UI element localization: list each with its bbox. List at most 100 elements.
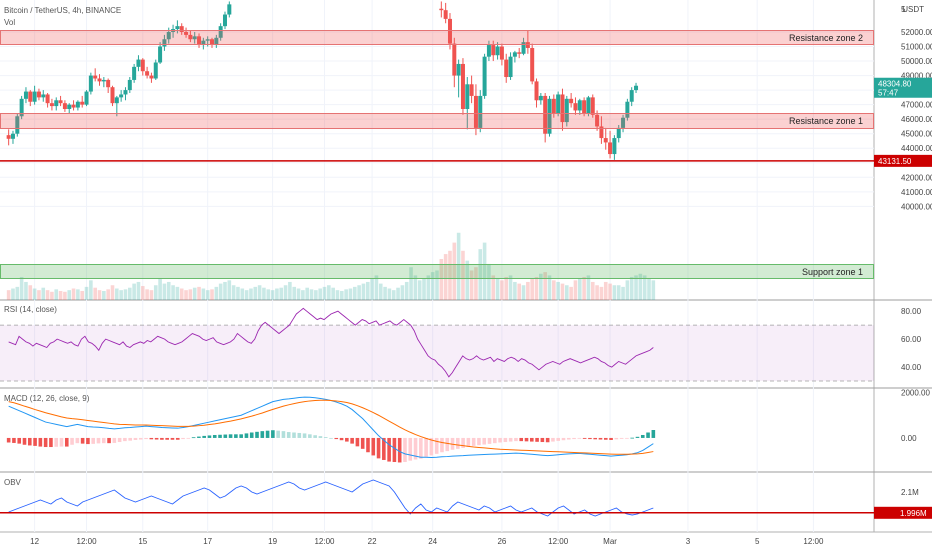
volume-bar [110,285,115,300]
macd-histogram-bar [212,434,217,438]
candle-body [88,75,93,92]
macd-histogram-bar [424,437,428,457]
volume-bar [80,290,85,300]
volume-bar [456,232,461,300]
resistance-zone-2[interactable]: Resistance zone 2 [0,30,874,45]
macd-histogram-bar [593,437,598,440]
macd-histogram-bar [80,437,85,444]
macd-histogram-bar [403,437,407,463]
candle-body [560,94,565,123]
last-price-value: 48304.80 [878,80,912,89]
volume-bar [370,278,374,300]
candle-body [564,98,569,123]
candle-body [634,85,639,91]
volume-bar [227,280,232,300]
volume-bar [378,283,383,300]
volume-bar [435,270,439,300]
obv-level-value: 1.996M [900,509,927,518]
volume-bar [612,285,617,300]
macd-histogram-bar [413,437,418,460]
volume-bar [530,278,534,300]
macd-histogram-bar [625,437,629,439]
x-tick-label: 26 [497,537,506,546]
macd-histogram-bar [609,437,613,440]
volume-bar [188,289,193,300]
macd-histogram-bar [186,437,191,439]
volume-bar [132,283,136,300]
macd-histogram-bar [387,437,391,462]
volume-bar [461,250,465,300]
candle-body [534,81,539,101]
volume-bar [115,288,119,300]
volume-bar [262,287,266,300]
y-tick-label: 41000.00 [901,188,932,197]
volume-bar [569,286,573,300]
volume-bar [266,289,271,300]
volume-bar [309,289,314,300]
macd-histogram-bar [22,437,27,445]
volume-bar [404,281,409,300]
obv-line [8,479,654,517]
volume-bar [634,275,638,300]
candle-body [71,104,76,108]
macd-histogram-bar [64,437,69,447]
volume-bar [391,290,396,300]
macd-histogram-bar [471,437,476,446]
resistance-zone-1[interactable]: Resistance zone 1 [0,113,874,129]
candle-body [136,59,141,67]
volume-bar [166,281,171,300]
macd-histogram-bar [117,437,122,443]
volume-bar [45,290,50,300]
candle-body [530,47,535,82]
macd-histogram-bar [154,437,159,440]
volume-bar [54,289,59,300]
volume-bar [63,291,67,300]
candle-body [616,127,621,139]
volume-bar [396,287,400,300]
macd-histogram-bar [59,437,64,447]
macd-histogram-bar [334,437,339,440]
macd-histogram-bar [128,437,132,441]
x-tick-label: 12:00 [314,537,335,546]
candle-body [214,37,219,46]
volume-bar [642,275,647,300]
macd-histogram-bar [70,437,74,445]
candle-body [49,103,54,107]
y-tick-label: 45000.00 [901,130,932,139]
candle-body [145,71,150,76]
volume-bar [275,288,279,300]
volume-bar [616,285,621,300]
candle-body [15,116,20,134]
support-zone-1[interactable]: Support zone 1 [0,264,874,279]
volume-bar [84,286,89,300]
macd-histogram-bar [519,437,524,442]
candle-body [227,4,232,15]
candle-body [612,138,617,155]
candle-body [547,98,552,134]
volume-bar [192,287,197,300]
volume-bar [305,287,309,300]
candle-body [119,94,124,98]
macd-histogram-bar [397,437,402,463]
macd-histogram-bar [276,430,280,438]
candle-body [439,8,444,11]
candle-body [491,45,496,56]
volume-bar [348,288,353,300]
macd-histogram-bar [339,437,344,441]
volume-bar [97,290,102,300]
macd-histogram-bar [366,437,370,453]
macd-legend: MACD (12, 26, close, 9) [4,394,90,403]
volume-bar [223,281,227,300]
macd-histogram-bar [107,437,111,444]
macd-histogram-bar [524,437,529,442]
volume-bar [218,283,223,300]
macd-histogram-bar [318,436,323,438]
candle-body [149,75,154,79]
candle-body [140,59,145,72]
y-tick-label: 51000.00 [901,43,932,52]
macd-histogram-bar [445,437,450,452]
volume-bar [552,280,556,300]
macd-histogram-bar [371,437,376,456]
macd-histogram-bar [86,437,90,445]
